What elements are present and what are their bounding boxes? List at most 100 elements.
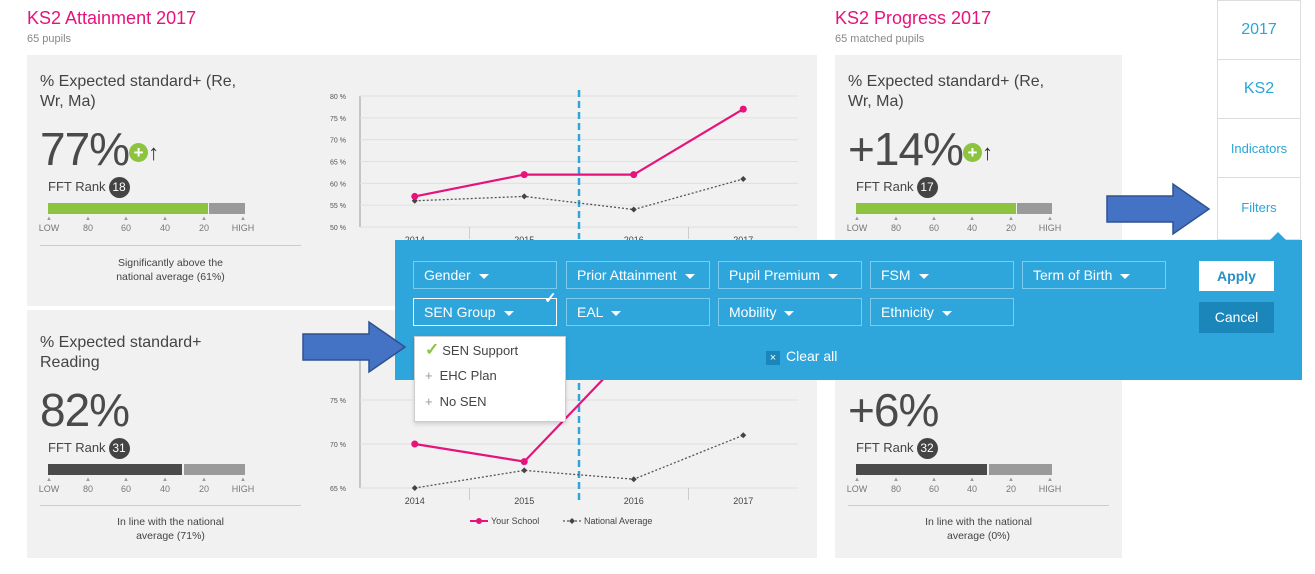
check-icon: ✓ [425, 340, 440, 359]
kpi-title: % Expected standard+ (Re, Wr, Ma) [848, 73, 1045, 110]
filter-mobility[interactable]: Mobility [718, 298, 862, 326]
close-icon: × [766, 351, 780, 365]
rank-bar-fill [48, 464, 182, 475]
progress-subtitle: 65 matched pupils [835, 33, 925, 45]
chevron-down-icon [611, 310, 622, 316]
your-school-point [411, 440, 419, 448]
fft-rank: FFT Rank 18 [48, 177, 130, 198]
attainment-title: KS2 Attainment 2017 [27, 8, 197, 28]
legend-label-national-average: National Average [584, 516, 652, 526]
arrow-up-icon: ↑ [981, 139, 993, 165]
your-school-point [411, 192, 419, 200]
series-line-national-average [414, 434, 744, 489]
kpi-title: % Expected standard+ (Re, Wr, Ma) [40, 73, 237, 110]
clear-all-button[interactable]: × Clear all [766, 348, 837, 365]
sidebar-filters[interactable]: Filters [1241, 200, 1277, 215]
cancel-button[interactable]: Cancel [1199, 302, 1274, 333]
x-tick-label: 2016 [624, 496, 644, 506]
separator [40, 245, 301, 246]
national-average-point [740, 432, 747, 439]
y-tick-label: 65 % [330, 486, 346, 493]
kpi-value: +6% [848, 384, 939, 436]
rank-bar-rest [209, 203, 245, 214]
y-tick-label: 55 % [330, 203, 346, 210]
legend-marker-your-school [476, 518, 482, 524]
x-tick-label: 2015 [514, 496, 534, 506]
kpi-value: 77% + ↑ [40, 123, 160, 175]
filter-pupil-premium[interactable]: Pupil Premium [718, 261, 862, 289]
legend-marker-national-average [569, 518, 575, 524]
sidebar-year[interactable]: 2017 [1218, 1, 1300, 60]
annotation-arrow-icon [302, 320, 407, 374]
plus-icon: + [962, 143, 982, 163]
series-line-your-school [414, 108, 744, 198]
filter-gender[interactable]: Gender [413, 261, 557, 289]
kpi-note: In line with the national average (71%) [117, 516, 224, 542]
y-tick-label: 70 % [330, 442, 346, 449]
chevron-down-icon [478, 273, 489, 279]
your-school-point [520, 171, 528, 179]
right-sidebar: 2017 KS2 Indicators Filters [1217, 0, 1301, 240]
x-tick-label: 2017 [733, 496, 753, 506]
chevron-down-icon [784, 310, 795, 316]
arrow-up-icon: ↑ [148, 139, 160, 165]
sen-group-menu: ✓ SEN Support + EHC Plan + No SEN [414, 336, 566, 422]
chevron-down-icon [828, 273, 839, 279]
progress-title: KS2 Progress 2017 [835, 8, 992, 28]
filter-term-of-birth[interactable]: Term of Birth [1022, 261, 1166, 289]
national-average-point [630, 206, 637, 213]
chevron-down-icon [941, 310, 952, 316]
kpi-title: % Expected standard+ Reading [40, 334, 202, 371]
filter-prior-attainment[interactable]: Prior Attainment [566, 261, 710, 289]
rank-badge: 17 [916, 177, 938, 198]
your-school-point [520, 458, 528, 466]
separator [40, 505, 301, 506]
kpi-value: +14% + ↑ [848, 123, 993, 175]
fft-rank: FFT Rank 32 [856, 438, 938, 459]
chevron-down-icon [918, 273, 929, 279]
overlay-notch [1270, 232, 1286, 240]
x-tick-label: 2014 [405, 496, 425, 506]
menu-item-sen-support[interactable]: ✓ SEN Support [425, 340, 519, 359]
chevron-down-icon [684, 273, 695, 279]
plus-icon: + [129, 143, 149, 163]
y-tick-label: 70 % [330, 138, 346, 145]
apply-button[interactable]: Apply [1199, 261, 1274, 291]
filter-ethnicity[interactable]: Ethnicity [870, 298, 1014, 326]
y-tick-label: 65 % [330, 160, 346, 167]
national-average-point [630, 476, 637, 483]
kpi-note: Significantly above the national average … [116, 257, 225, 283]
filter-eal[interactable]: EAL [566, 298, 710, 326]
fft-rank: FFT Rank 17 [856, 177, 938, 198]
rank-badge: 18 [108, 177, 130, 198]
menu-item-ehc-plan[interactable]: + EHC Plan [425, 368, 497, 383]
kpi-note: In line with the national average (0%) [925, 516, 1032, 542]
series-line-national-average [414, 178, 744, 211]
sidebar-indicators[interactable]: Indicators [1218, 119, 1300, 178]
your-school-point [739, 105, 747, 113]
chevron-down-icon [503, 310, 514, 316]
filter-fsm[interactable]: FSM [870, 261, 1014, 289]
your-school-point [630, 171, 638, 179]
annotation-arrow-icon [1106, 182, 1211, 236]
y-tick-label: 50 % [330, 225, 346, 232]
filter-sen-group[interactable]: SEN Group [413, 298, 557, 326]
menu-item-no-sen[interactable]: + No SEN [425, 394, 487, 409]
rank-bar-fill [48, 203, 208, 214]
fft-rank: FFT Rank 31 [48, 438, 130, 459]
rank-bar-fill [856, 203, 1016, 214]
attainment-combined-chart: 80 %75 %70 %65 %60 %55 %50 %201420152016… [330, 90, 798, 245]
national-average-point [411, 485, 418, 491]
rank-bar-rest [184, 464, 245, 475]
rank-bar-rest [989, 464, 1052, 475]
separator [848, 505, 1109, 506]
rank-bar-rest [1017, 203, 1052, 214]
sidebar-stage[interactable]: KS2 [1218, 60, 1300, 119]
rank-badge: 32 [916, 438, 938, 459]
national-average-point [521, 193, 528, 200]
rank-bar-fill [856, 464, 987, 475]
y-tick-label: 75 % [330, 116, 346, 123]
y-tick-label: 80 % [330, 94, 346, 101]
plus-icon: + [425, 394, 433, 409]
chevron-down-icon [1120, 273, 1131, 279]
